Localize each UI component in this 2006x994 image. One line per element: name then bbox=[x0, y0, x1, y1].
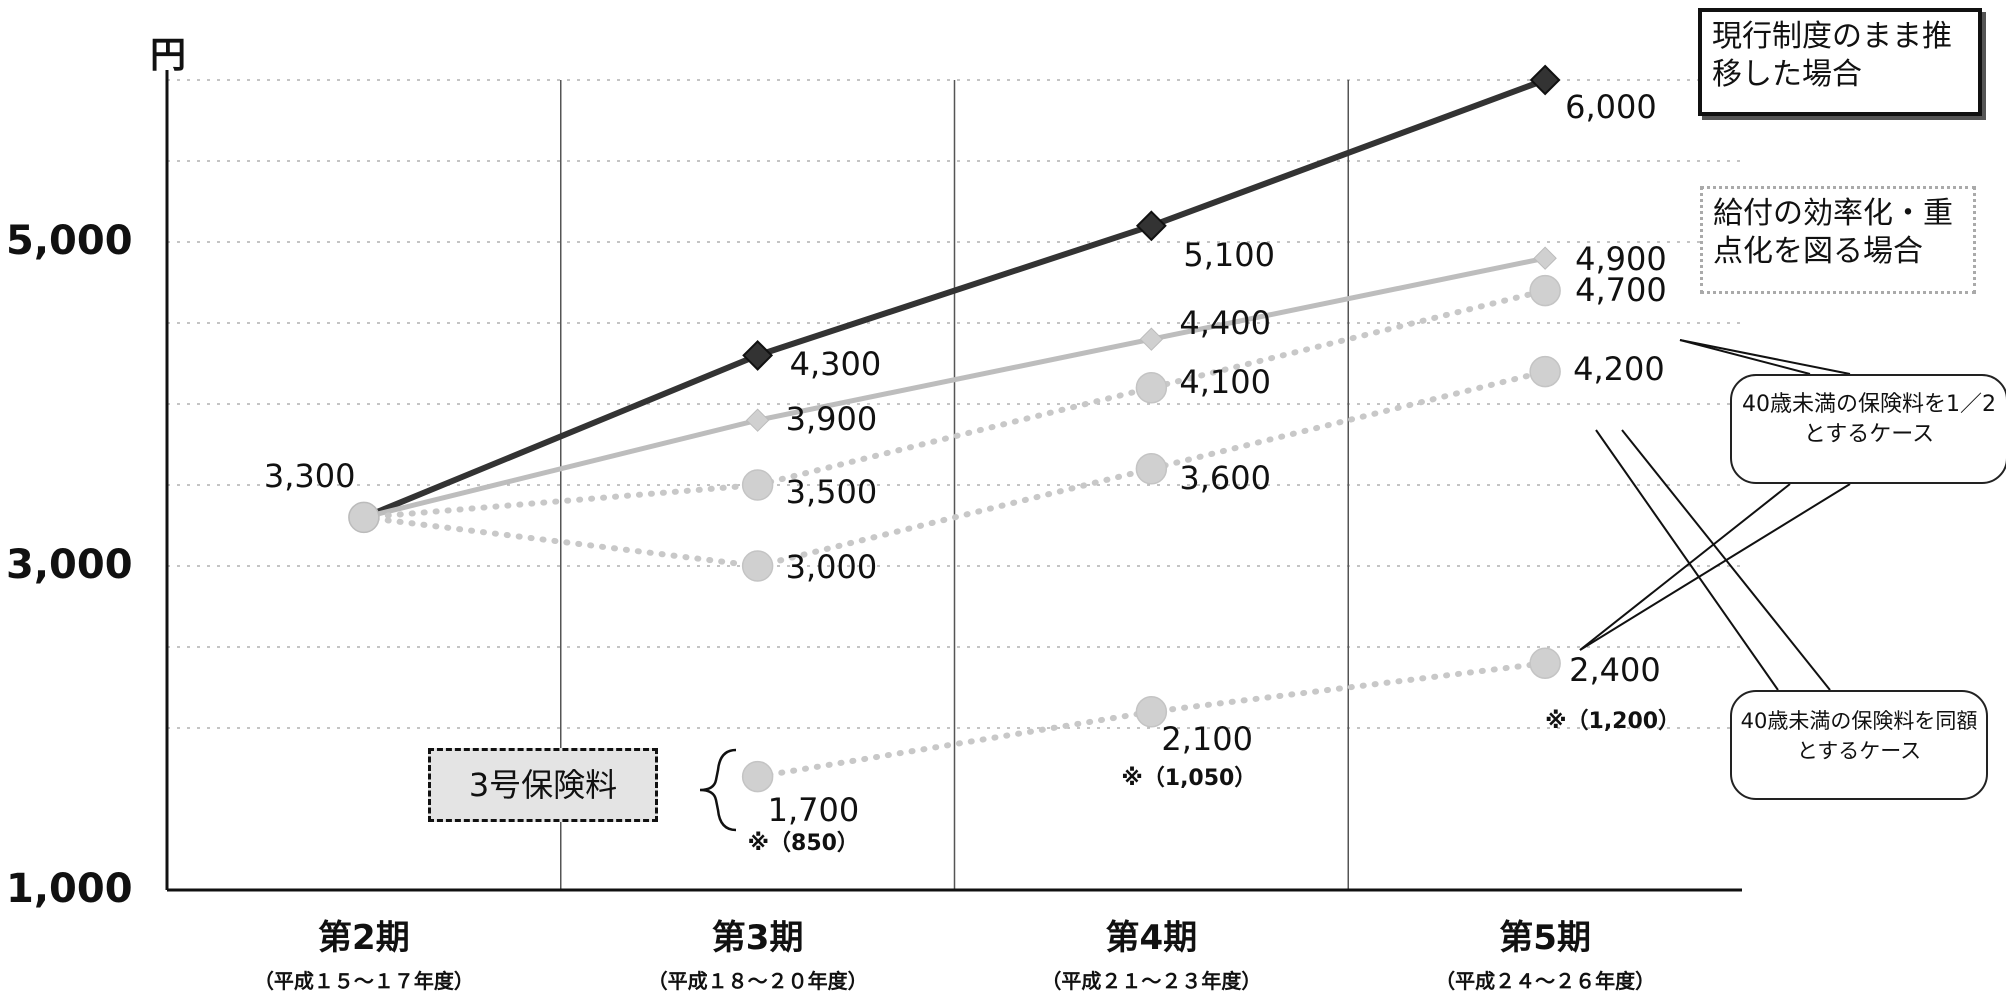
x-category-sub: （平成２４～２６年度） bbox=[1435, 969, 1656, 993]
series-marker-circle bbox=[1135, 372, 1168, 404]
x-category-sub: （平成１８～２０年度） bbox=[647, 969, 868, 993]
data-label: 3,300 bbox=[263, 457, 356, 496]
x-category-sub: （平成１５～１７年度） bbox=[253, 969, 474, 993]
data-label: 4,200 bbox=[1573, 349, 1665, 388]
series-line-2 bbox=[360, 287, 1549, 521]
series-marker-circle bbox=[741, 760, 774, 793]
leader-line bbox=[1679, 339, 1811, 375]
y-tick-label: 5,000 bbox=[6, 218, 133, 264]
data-label: 4,300 bbox=[789, 345, 882, 384]
legend-current-system: 現行制度のまま推移した場合 bbox=[1698, 8, 1982, 116]
data-label: 3,500 bbox=[785, 473, 878, 511]
leader-line bbox=[1579, 483, 1791, 651]
data-label: 5,100 bbox=[1183, 235, 1275, 274]
leader-line bbox=[1679, 339, 1851, 375]
series-marker-diamond bbox=[1139, 327, 1164, 351]
series-marker-diamond bbox=[1529, 64, 1561, 96]
x-category-main: 第3期 bbox=[711, 918, 804, 958]
series-line-0 bbox=[362, 77, 1547, 521]
callout-half-premium: 40歳未満の保険料を1／2とするケース bbox=[1730, 374, 2006, 484]
leader-line bbox=[1595, 429, 1779, 691]
legend-current-text: 現行制度のまま推移した場合 bbox=[1712, 19, 1952, 92]
data-note: ※（850） bbox=[747, 830, 859, 856]
callout-same-text: 40歳未満の保険料を同額とするケース bbox=[1740, 709, 1978, 763]
series-marker-circle bbox=[1529, 355, 1561, 388]
series-marker-circle bbox=[1135, 696, 1168, 728]
data-label: 4,100 bbox=[1179, 362, 1271, 401]
series-marker-circle bbox=[741, 469, 774, 501]
series-marker-diamond bbox=[1533, 246, 1557, 270]
callout-same-premium: 40歳未満の保険料を同額とするケース bbox=[1730, 690, 1988, 800]
x-category-label: 第3期 （平成１８～２０年度） bbox=[558, 910, 958, 994]
data-label: 6,000 bbox=[1565, 88, 1657, 126]
series-marker-circle bbox=[1529, 647, 1561, 679]
series-marker-circle bbox=[1135, 453, 1168, 485]
x-category-main: 第5期 bbox=[1499, 918, 1591, 958]
y-axis-unit: 円 bbox=[150, 35, 187, 76]
data-label: 3,600 bbox=[1179, 458, 1271, 497]
x-category-main: 第4期 bbox=[1105, 918, 1198, 958]
leader-line bbox=[1579, 483, 1851, 651]
legend-efficient-text: 給付の効率化・重点化を図る場合 bbox=[1713, 196, 1953, 269]
data-label: 2,100 bbox=[1161, 719, 1253, 758]
series-line-1 bbox=[363, 255, 1546, 520]
x-category-label: 第2期 （平成１５～１７年度） bbox=[164, 910, 564, 994]
y-tick-label: 3,000 bbox=[6, 542, 133, 588]
x-category-sub: （平成２１～２３年度） bbox=[1041, 969, 1262, 993]
start-marker bbox=[348, 501, 380, 534]
type3-premium-label: 3号保険料 bbox=[428, 748, 658, 822]
y-tick-label: 1,000 bbox=[6, 866, 133, 912]
data-note: ※（1,050） bbox=[1121, 765, 1257, 791]
data-label: 3,900 bbox=[785, 400, 878, 439]
data-label: 2,400 bbox=[1569, 651, 1661, 690]
x-category-main: 第2期 bbox=[318, 918, 410, 958]
data-label: 4,700 bbox=[1575, 270, 1667, 309]
data-label: 3,000 bbox=[785, 548, 878, 586]
brace-icon bbox=[699, 748, 737, 832]
data-label: 4,900 bbox=[1575, 240, 1667, 279]
x-category-label: 第4期 （平成２１～２３年度） bbox=[951, 910, 1351, 994]
series-marker-diamond bbox=[1135, 210, 1167, 242]
type3-premium-text: 3号保険料 bbox=[468, 766, 618, 804]
data-label: 1,700 bbox=[767, 790, 860, 829]
callout-half-text: 40歳未満の保険料を1／2とするケース bbox=[1742, 392, 1996, 447]
data-label: 4,400 bbox=[1179, 304, 1271, 343]
x-category-label: 第5期 （平成２４～２６年度） bbox=[1345, 910, 1745, 994]
series-marker-diamond bbox=[745, 408, 770, 432]
leader-line bbox=[1621, 429, 1831, 691]
series-marker-circle bbox=[741, 550, 774, 582]
series-marker-circle bbox=[1529, 274, 1561, 307]
series-line-3 bbox=[360, 368, 1549, 570]
legend-efficiency: 給付の効率化・重点化を図る場合 bbox=[1700, 186, 1976, 294]
series-marker-diamond bbox=[742, 339, 774, 371]
data-note: ※（1,200） bbox=[1545, 709, 1681, 735]
